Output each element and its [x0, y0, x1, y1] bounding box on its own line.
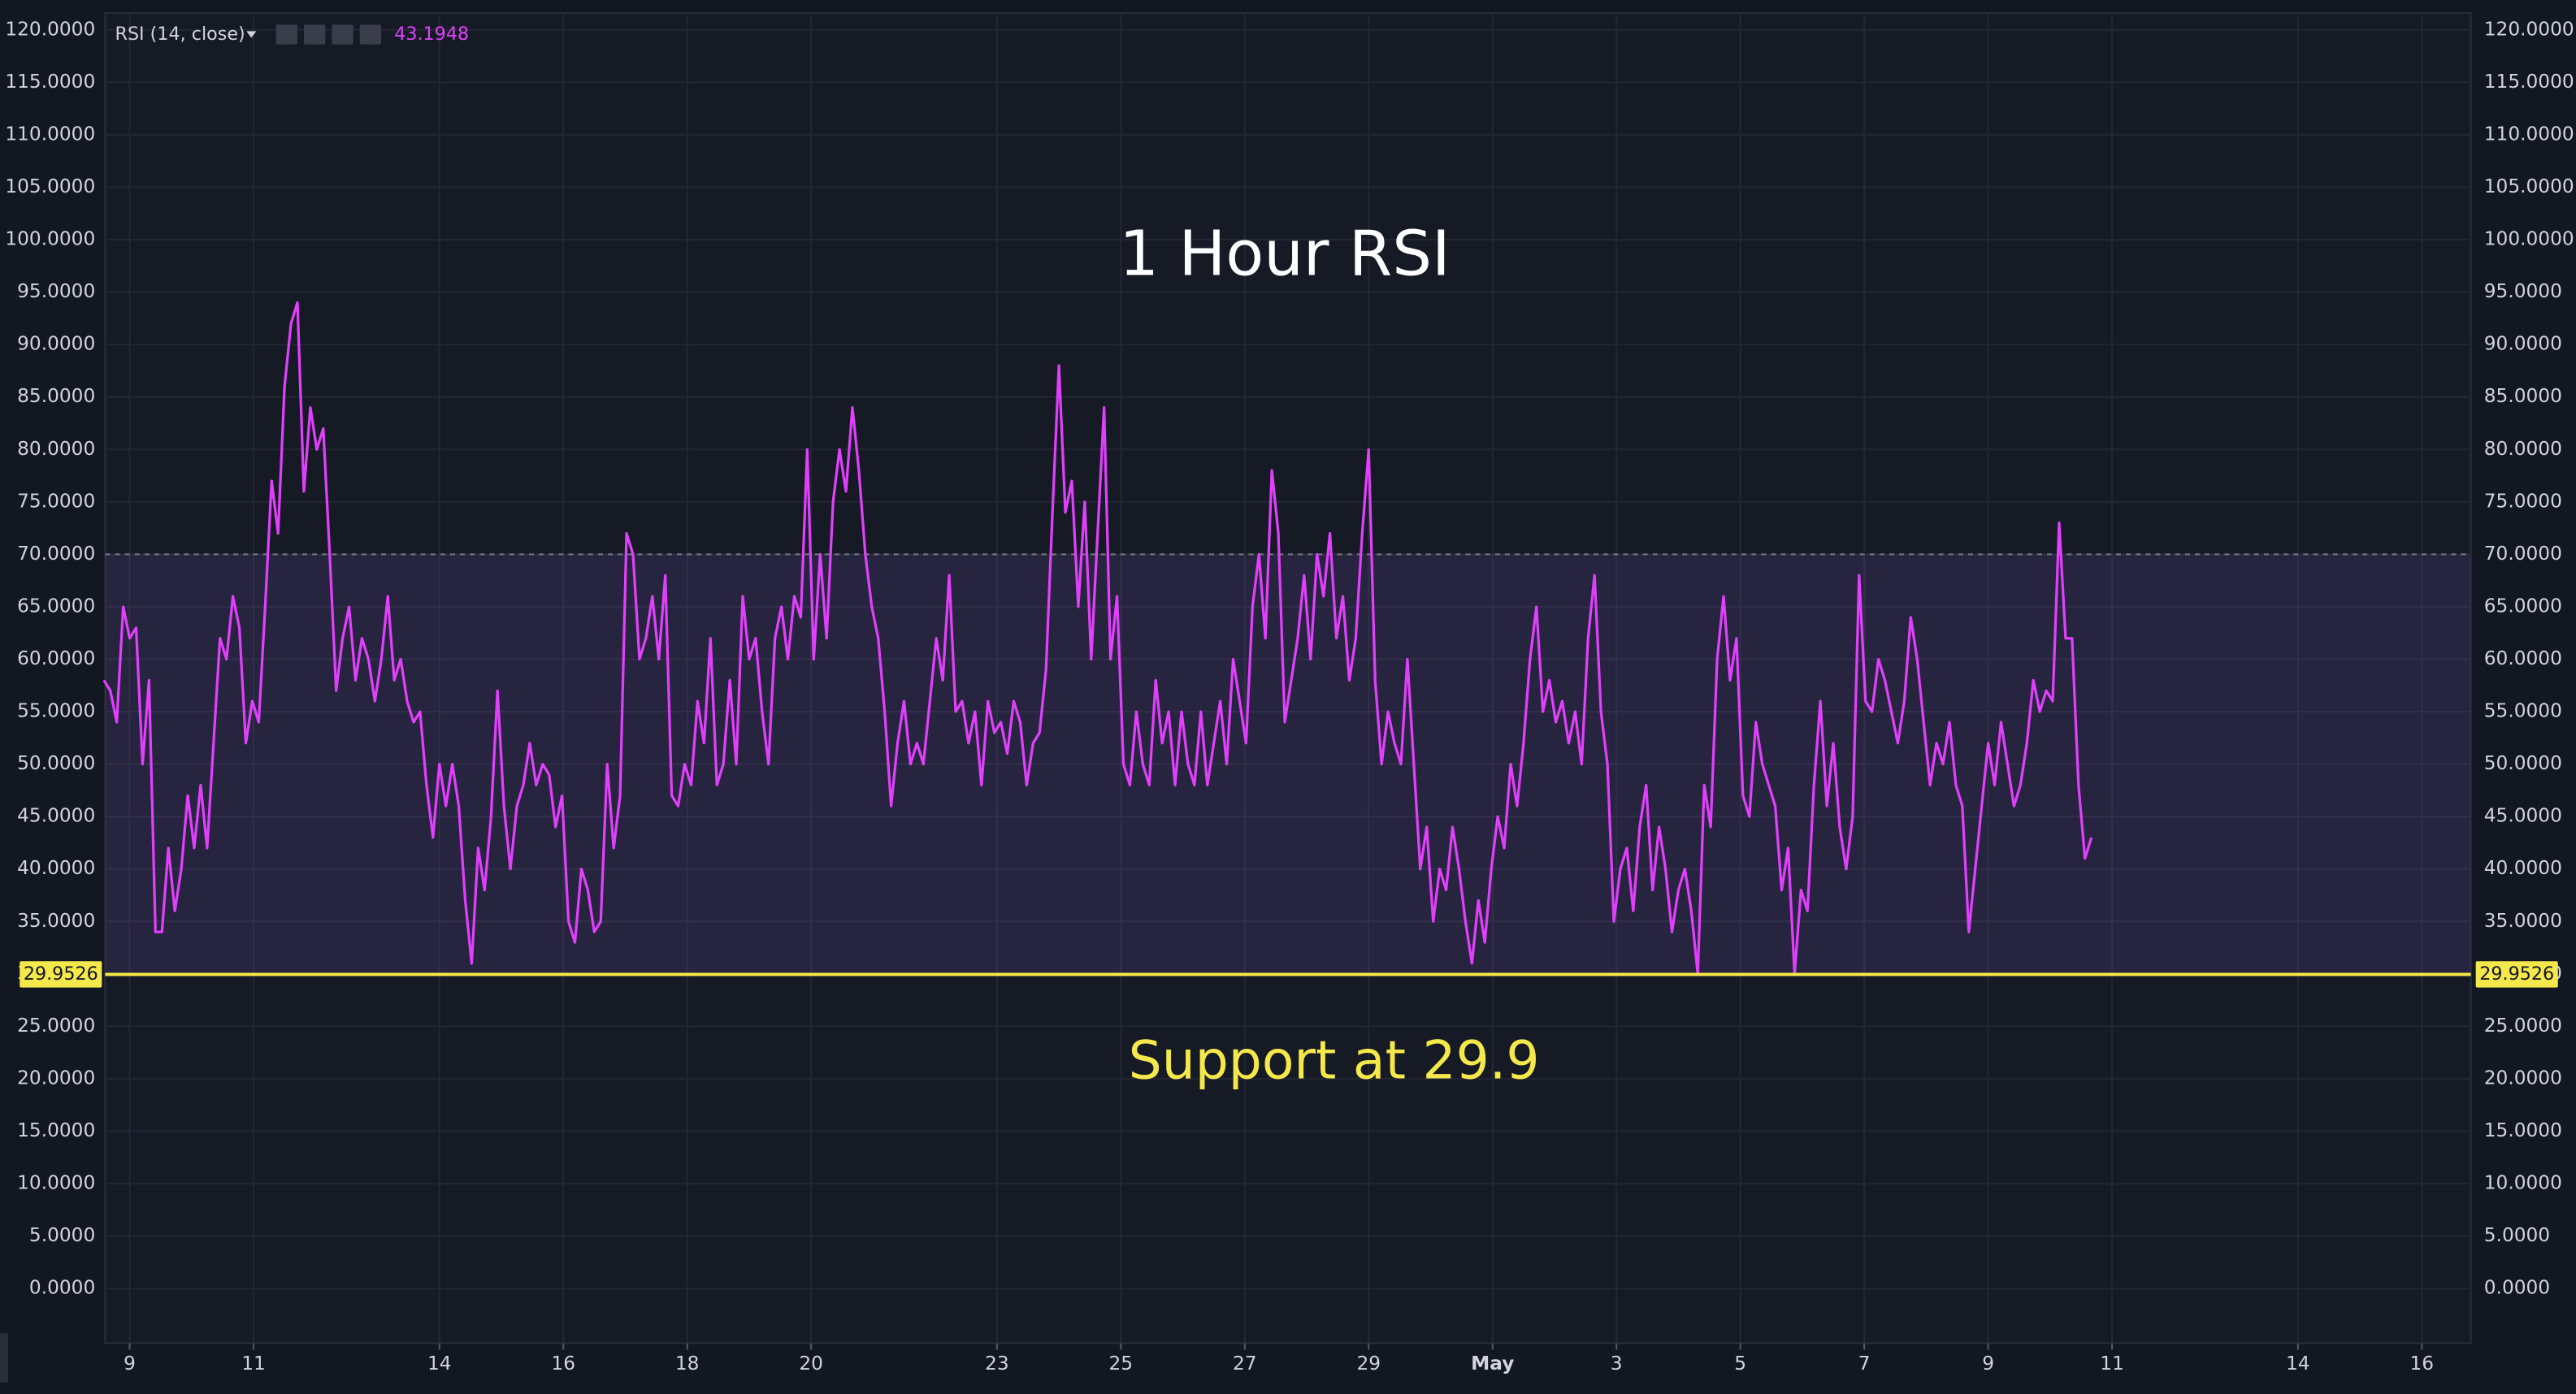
remove-icon[interactable]: [359, 24, 382, 45]
support-label-left: 29.9526: [24, 963, 98, 985]
y-tick-label-right: 100.0000: [2484, 228, 2574, 250]
y-tick-label-left: 35.0000: [17, 910, 95, 932]
left-edge-handle[interactable]: [0, 1333, 9, 1383]
y-tick-label-left: 105.0000: [5, 175, 95, 197]
x-tick-label: 16: [551, 1353, 575, 1375]
y-tick-label-right: 70.0000: [2484, 543, 2562, 565]
chart-title: 1 Hour RSI: [1119, 218, 1450, 290]
x-tick-label: 11: [2100, 1353, 2124, 1375]
rsi-line: [102, 301, 2093, 976]
y-tick-label-right: 35.0000: [2484, 910, 2562, 932]
y-tick-label-left: 115.0000: [5, 71, 95, 93]
labels: 0.0000 0.0000 5.0000 5.0000 10.0000 10.0000 15…: [5, 18, 2574, 1375]
x-tick-label: 14: [2286, 1353, 2310, 1375]
y-tick-label-right: 40.0000: [2484, 857, 2562, 879]
y-tick-label-right: 80.0000: [2484, 438, 2562, 460]
x-tick-label: 16: [2409, 1353, 2434, 1375]
y-tick-label-left: 65.0000: [17, 595, 95, 617]
y-tick-label-left: 25.0000: [17, 1015, 95, 1037]
y-tick-label-left: 90.0000: [17, 333, 95, 355]
x-tick-label: 14: [427, 1353, 452, 1375]
y-tick-label-right: 75.0000: [2484, 490, 2562, 512]
x-tick-label: 5: [1734, 1353, 1746, 1375]
settings-icon[interactable]: [304, 24, 326, 45]
visibility-icon[interactable]: [275, 24, 297, 45]
y-tick-label-left: 5.0000: [29, 1224, 95, 1246]
plot-area: [104, 12, 2472, 1344]
y-tick-label-right: 20.0000: [2484, 1067, 2562, 1089]
y-tick-label-right: 50.0000: [2484, 752, 2562, 774]
y-tick-label-left: 70.0000: [17, 543, 95, 565]
more-icon[interactable]: [332, 24, 353, 45]
x-tick-label: 27: [1233, 1353, 1257, 1375]
y-tick-label-right: 95.0000: [2484, 280, 2562, 302]
x-tick-label: 9: [124, 1353, 136, 1375]
y-tick-label-left: 120.0000: [5, 18, 95, 40]
y-tick-label-left: 100.0000: [5, 228, 95, 250]
y-tick-label-right: 25.0000: [2484, 1015, 2562, 1037]
y-tick-label-left: 45.0000: [17, 805, 95, 827]
y-tick-label-left: 75.0000: [17, 490, 95, 512]
y-tick-label-right: 0.0000: [2484, 1277, 2550, 1299]
x-tick-label: 18: [675, 1353, 700, 1375]
x-tick-label: May: [1471, 1353, 1514, 1375]
y-tick-label-left: 110.0000: [5, 123, 95, 145]
indicator-menu-arrow[interactable]: [246, 31, 257, 38]
y-tick-label-left: 95.0000: [17, 280, 95, 302]
y-tick-label-left: 60.0000: [17, 647, 95, 669]
y-tick-label-right: 85.0000: [2484, 385, 2562, 407]
y-tick-label-right: 15.0000: [2484, 1119, 2562, 1141]
x-tick-label: 11: [241, 1353, 266, 1375]
y-tick-label-right: 115.0000: [2484, 71, 2574, 93]
y-tick-label-right: 55.0000: [2484, 700, 2562, 722]
y-tick-label-right: 120.0000: [2484, 18, 2574, 40]
support-label-right: 29.9526: [2479, 963, 2554, 985]
y-tick-label-left: 80.0000: [17, 438, 95, 460]
support-label-left-box: [20, 961, 102, 988]
y-tick-label-right: 105.0000: [2484, 175, 2574, 197]
indicator-name[interactable]: RSI (14, close): [115, 24, 245, 45]
y-tick-label-left: 10.0000: [17, 1172, 95, 1194]
x-tick-label: 20: [799, 1353, 823, 1375]
y-tick-label-right: 65.0000: [2484, 595, 2562, 617]
y-tick-label-right: 10.0000: [2484, 1172, 2562, 1194]
support-label-right-box: [2475, 961, 2558, 988]
y-tick-label-left: 50.0000: [17, 752, 95, 774]
y-tick-label-left: 55.0000: [17, 700, 95, 722]
x-tick-label: 25: [1109, 1353, 1134, 1375]
y-tick-label-left: 0.0000: [29, 1277, 95, 1299]
y-tick-label-left: 20.0000: [17, 1067, 95, 1089]
y-tick-label-left: 85.0000: [17, 385, 95, 407]
rsi-band: [105, 554, 2471, 974]
support-annotation: Support at 29.9: [1129, 1030, 1540, 1091]
x-tick-label: 7: [1858, 1353, 1871, 1375]
x-tick-label: 3: [1611, 1353, 1623, 1375]
x-tick-label: 29: [1356, 1353, 1381, 1375]
y-tick-label-left: 15.0000: [17, 1119, 95, 1141]
y-tick-label-right: 110.0000: [2484, 123, 2574, 145]
x-tick-label: 9: [1982, 1353, 1994, 1375]
y-tick-label-left: 40.0000: [17, 857, 95, 879]
x-tick-label: 23: [985, 1353, 1009, 1375]
y-tick-label-right: 60.0000: [2484, 647, 2562, 669]
y-tick-label-right: 45.0000: [2484, 805, 2562, 827]
y-tick-label-right: 5.0000: [2484, 1224, 2550, 1246]
current-value: 43.1948: [394, 24, 469, 45]
y-tick-label-right: 90.0000: [2484, 333, 2562, 355]
marks: [102, 301, 2471, 976]
